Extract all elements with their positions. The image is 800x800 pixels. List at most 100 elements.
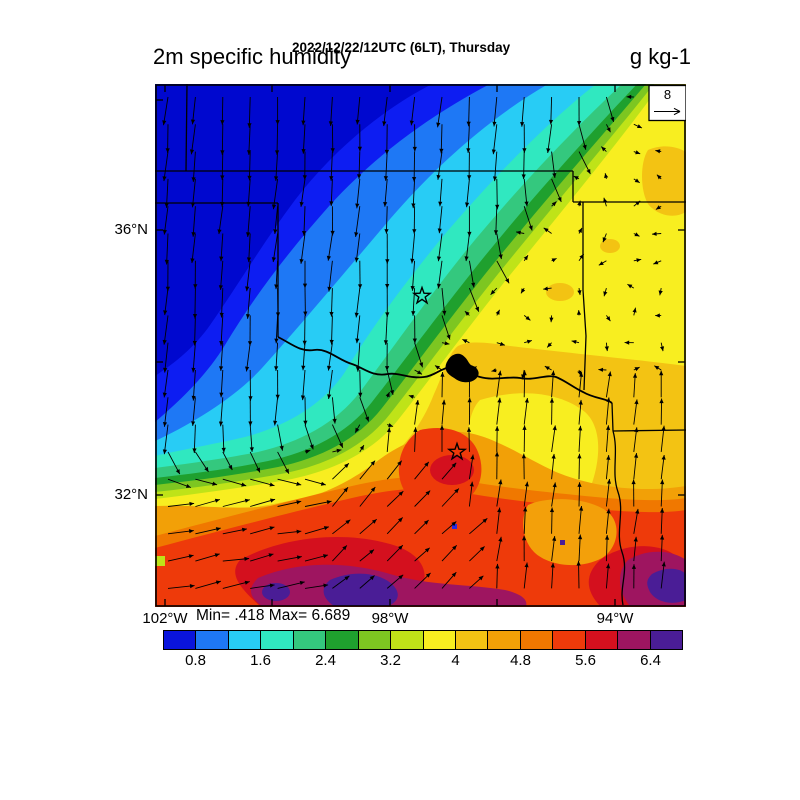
wind-arrowhead-icon	[548, 119, 554, 125]
min-max-label: Min= .418 Max= 6.689	[196, 607, 351, 624]
wind-arrowhead-icon	[296, 481, 302, 486]
colorbar-cell	[293, 631, 327, 649]
wind-arrowhead-icon	[309, 444, 314, 450]
wind-arrowhead-icon	[345, 519, 351, 525]
wind-arrow	[411, 260, 416, 291]
colorbar-cell	[358, 631, 392, 649]
wind-arrow	[220, 342, 224, 371]
wind-arrow	[194, 288, 196, 319]
wind-arrowhead-icon	[358, 284, 363, 289]
wind-arrow	[385, 315, 388, 345]
wind-arrowhead-icon	[524, 562, 529, 568]
wind-arrowhead-icon	[626, 94, 632, 99]
wind-arrowhead-icon	[329, 201, 334, 206]
wind-arrowhead-icon	[464, 256, 469, 262]
wind-arrowhead-icon	[241, 527, 247, 532]
colorbar-cell	[455, 631, 489, 649]
wind-arrowhead-icon	[249, 447, 254, 452]
wind-arrow	[439, 178, 443, 207]
wind-arrow	[437, 233, 443, 262]
wind-arrow	[277, 288, 279, 318]
wind-arrow	[383, 96, 388, 127]
wind-arrowhead-icon	[549, 317, 554, 323]
colorbar-cell	[488, 631, 521, 649]
humidity-map: 8	[155, 84, 686, 607]
wind-arrowhead-icon	[320, 481, 326, 486]
wind-arrow	[277, 581, 305, 589]
wind-arrowhead-icon	[660, 508, 665, 513]
wind-arrow	[330, 288, 333, 317]
wind-arrow	[466, 178, 470, 208]
wind-arrowhead-icon	[578, 399, 583, 405]
wind-arrow	[359, 369, 361, 398]
wind-arrowhead-icon	[274, 176, 279, 181]
wind-arrowhead-icon	[604, 173, 609, 179]
wind-arrowhead-icon	[471, 282, 476, 288]
state-border	[612, 430, 626, 606]
wind-arrowhead-icon	[604, 346, 609, 352]
wind-arrowhead-icon	[244, 580, 250, 585]
wind-arrow	[247, 206, 251, 238]
wind-arrowhead-icon	[652, 231, 657, 236]
wind-arrowhead-icon	[190, 202, 196, 208]
wind-arrowhead-icon	[219, 312, 224, 318]
wind-arrowhead-icon	[653, 260, 659, 265]
wind-arrow	[218, 206, 224, 235]
wind-arrowhead-icon	[524, 398, 529, 403]
wind-arrowhead-icon	[326, 255, 331, 261]
wind-arrowhead-icon	[299, 259, 304, 264]
wind-arrow	[521, 96, 525, 127]
wind-arrowhead-icon	[634, 453, 639, 458]
wind-arrow	[192, 397, 196, 426]
wind-arrowhead-icon	[578, 227, 582, 233]
wind-arrowhead-icon	[436, 122, 441, 128]
wind-arrowhead-icon	[479, 546, 485, 552]
wind-arrow	[467, 124, 470, 153]
wind-arrowhead-icon	[523, 255, 528, 261]
wind-arrowhead-icon	[220, 175, 225, 180]
humidity-band	[155, 84, 432, 376]
wind-arrowhead-icon	[383, 202, 388, 207]
wind-arrowhead-icon	[577, 453, 582, 459]
wind-arrowhead-icon	[606, 508, 611, 514]
wind-arrowhead-icon	[601, 146, 606, 152]
wind-arrow	[355, 206, 361, 237]
wind-arrow	[163, 151, 169, 182]
wind-arrowhead-icon	[413, 427, 418, 432]
wind-arrow	[328, 260, 333, 292]
wind-arrowhead-icon	[425, 572, 431, 578]
wind-arrow	[272, 178, 279, 210]
wind-arrowhead-icon	[523, 506, 528, 512]
wind-arrowhead-icon	[469, 481, 474, 487]
wind-arrowhead-icon	[300, 395, 306, 401]
wind-arrowhead-icon	[526, 339, 532, 344]
wind-arrowhead-icon	[579, 506, 584, 511]
wind-arrowhead-icon	[212, 481, 218, 486]
wind-arrow	[166, 233, 169, 265]
wind-arrowhead-icon	[438, 201, 443, 207]
wind-arrowhead-icon	[632, 307, 637, 313]
wind-arrowhead-icon	[332, 418, 337, 424]
wind-arrowhead-icon	[357, 174, 362, 179]
wind-arrowhead-icon	[446, 334, 451, 340]
wind-arrowhead-icon	[219, 341, 224, 346]
wind-arrowhead-icon	[383, 176, 388, 181]
wind-arrowhead-icon	[552, 536, 557, 541]
wind-arrowhead-icon	[329, 176, 334, 181]
wind-arrowhead-icon	[370, 487, 376, 492]
wind-arrowhead-icon	[358, 392, 363, 398]
wind-arrowhead-icon	[516, 230, 521, 235]
wind-arrowhead-icon	[275, 394, 280, 400]
wind-arrow	[220, 397, 224, 427]
wind-arrowhead-icon	[660, 479, 665, 485]
wind-arrowhead-icon	[466, 121, 471, 127]
wind-arrowhead-icon	[268, 553, 274, 558]
wind-arrow	[191, 233, 196, 264]
colorbar-cell	[196, 631, 229, 649]
wind-arrow	[523, 151, 525, 180]
wind-arrowhead-icon	[521, 174, 526, 179]
wind-arrowhead-icon	[296, 555, 302, 560]
wind-arrowhead-icon	[189, 501, 195, 506]
wind-arrow	[222, 424, 225, 453]
wind-arrowhead-icon	[162, 339, 167, 345]
